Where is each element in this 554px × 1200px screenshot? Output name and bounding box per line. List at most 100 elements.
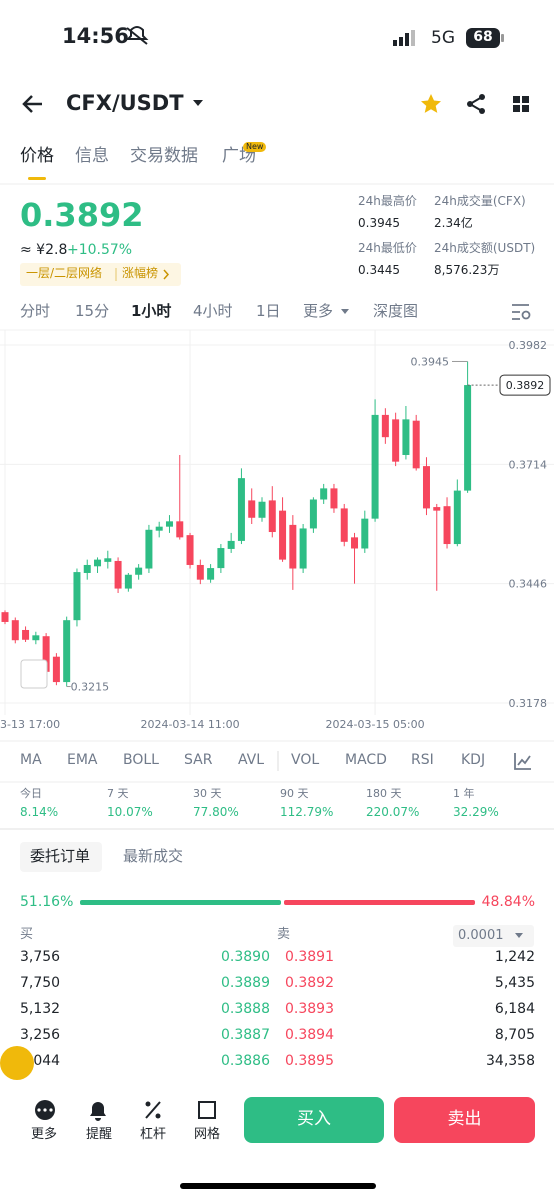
candle-body xyxy=(114,560,122,589)
share-icon[interactable] xyxy=(467,94,485,114)
chart-settings-icon[interactable] xyxy=(512,304,531,320)
ask-price: 0.3893 xyxy=(285,1001,334,1017)
candle-body xyxy=(453,490,461,545)
active-tab-pill[interactable] xyxy=(20,842,102,872)
low-label: 0.3215 xyxy=(71,681,110,694)
candle-body xyxy=(1,612,9,622)
tag-box[interactable] xyxy=(20,263,181,286)
indicator[interactable]: MA xyxy=(20,752,42,768)
indicator-settings-icon[interactable] xyxy=(514,753,531,770)
pair-dropdown[interactable] xyxy=(193,100,203,106)
indicator[interactable]: BOLL xyxy=(123,752,159,768)
tag[interactable]: 一层/二层网络 xyxy=(26,266,103,280)
ask-qty: 6,184 xyxy=(494,1001,535,1017)
sell-label[interactable]: 卖出 xyxy=(447,1109,482,1129)
candle-body xyxy=(237,478,245,541)
buy-ratio-bar xyxy=(80,900,281,905)
interval[interactable]: 4小时 xyxy=(193,302,233,320)
action-label[interactable]: 网格 xyxy=(194,1127,221,1142)
action-label[interactable]: 更多 xyxy=(31,1127,58,1142)
order-tab[interactable]: 最新成交 xyxy=(123,847,184,865)
sell-button[interactable] xyxy=(394,1097,535,1143)
tab[interactable]: 价格 xyxy=(20,146,54,166)
bid-price: 0.3889 xyxy=(221,975,270,991)
candle-body xyxy=(392,419,400,462)
status-network: 5G xyxy=(431,28,455,48)
indicator[interactable]: AVL xyxy=(238,752,265,768)
interval[interactable]: 更多 xyxy=(303,302,334,320)
alert-icon[interactable] xyxy=(90,1102,106,1121)
book-header: 卖 xyxy=(277,927,291,942)
bid-qty: 7,750 xyxy=(20,975,61,991)
leverage-icon[interactable] xyxy=(145,1101,161,1119)
layout-icon[interactable] xyxy=(513,96,529,112)
indicator[interactable]: EMA xyxy=(67,752,98,768)
bid-qty: 3,256 xyxy=(20,1027,61,1043)
more-dropdown[interactable] xyxy=(341,309,349,314)
home-indicator xyxy=(180,1183,376,1189)
candle-body xyxy=(165,521,173,527)
tag[interactable]: 涨幅榜 xyxy=(122,266,159,280)
period-label: 30 天 xyxy=(193,787,222,800)
interval[interactable]: 深度图 xyxy=(373,302,419,320)
indicator[interactable]: VOL xyxy=(291,752,320,768)
bid-qty: 5,132 xyxy=(20,1001,61,1017)
candle-body xyxy=(309,499,317,529)
buy-button[interactable] xyxy=(244,1097,384,1143)
candle-body xyxy=(361,518,369,549)
action-label[interactable]: 杠杆 xyxy=(140,1127,167,1142)
candle-body xyxy=(433,507,441,511)
expand-button[interactable] xyxy=(20,659,48,689)
candle-body xyxy=(248,500,256,518)
favorite-icon[interactable] xyxy=(421,94,441,113)
sell-ratio-bar xyxy=(283,900,475,905)
candle-body xyxy=(330,488,338,509)
candle-body xyxy=(412,420,420,469)
candle-body xyxy=(402,419,410,455)
candle-body xyxy=(268,500,276,533)
last-price-box xyxy=(499,374,551,396)
tab[interactable]: 交易数据 xyxy=(130,146,198,166)
indicator[interactable]: MACD xyxy=(345,752,387,768)
stat-value: 8,576.23万 xyxy=(434,263,500,277)
y-tick-label: 0.3714 xyxy=(509,458,548,471)
stat-label: 24h最高价 xyxy=(358,194,417,208)
grid-icon[interactable] xyxy=(198,1101,216,1119)
period-label: 1 年 xyxy=(453,787,475,800)
buy-label[interactable]: 买入 xyxy=(297,1109,331,1129)
x-tick-label: 2024-03-14 11:00 xyxy=(140,718,239,731)
interval[interactable]: 1小时 xyxy=(131,302,172,320)
period-change: 220.07% xyxy=(366,805,420,819)
period-change: 32.29% xyxy=(453,805,499,819)
price-change: +10.57% xyxy=(67,242,133,258)
flame-button[interactable] xyxy=(0,1046,34,1080)
book-header: 买 xyxy=(20,927,34,942)
interval[interactable]: 15分 xyxy=(75,302,110,320)
action-label[interactable]: 提醒 xyxy=(86,1127,113,1142)
candle-body xyxy=(63,620,71,683)
indicator[interactable]: SAR xyxy=(184,752,213,768)
price-cny: ≈ ¥2.8 xyxy=(20,242,68,258)
order-tab[interactable]: 委托订单 xyxy=(30,847,91,865)
precision-box[interactable] xyxy=(453,925,534,947)
precision[interactable]: 0.0001 xyxy=(458,928,504,943)
bid-price: 0.3886 xyxy=(221,1053,270,1069)
pair-title[interactable]: CFX/USDT xyxy=(66,91,184,115)
indicator[interactable]: KDJ xyxy=(461,752,486,768)
candle-body xyxy=(279,510,287,560)
back-icon[interactable] xyxy=(22,95,42,113)
buy-ratio: 51.16% xyxy=(20,894,74,910)
bid-price: 0.3887 xyxy=(221,1027,270,1043)
indicator[interactable]: RSI xyxy=(411,752,434,768)
candle-body xyxy=(443,506,451,545)
tab-underline xyxy=(28,177,46,180)
period-label: 今日 xyxy=(20,787,42,800)
period-change: 77.80% xyxy=(193,805,239,819)
interval[interactable]: 1日 xyxy=(256,302,281,320)
candle-body xyxy=(135,567,143,575)
tab[interactable]: 信息 xyxy=(75,146,109,166)
candle-body xyxy=(104,558,112,562)
interval[interactable]: 分时 xyxy=(20,302,51,320)
divider xyxy=(0,828,554,830)
